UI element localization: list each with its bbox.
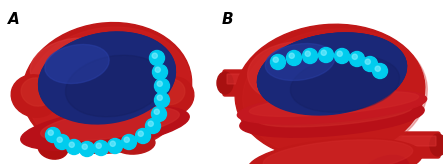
Circle shape xyxy=(145,119,160,133)
Circle shape xyxy=(319,48,334,62)
Circle shape xyxy=(365,59,370,64)
Circle shape xyxy=(305,51,311,56)
FancyBboxPatch shape xyxy=(227,74,303,84)
Circle shape xyxy=(136,129,151,144)
Ellipse shape xyxy=(297,72,313,94)
Ellipse shape xyxy=(45,44,109,83)
Circle shape xyxy=(149,51,164,65)
Ellipse shape xyxy=(45,44,109,83)
Circle shape xyxy=(48,130,53,135)
Circle shape xyxy=(157,81,163,86)
Ellipse shape xyxy=(235,24,425,160)
Circle shape xyxy=(152,64,167,80)
Ellipse shape xyxy=(41,107,179,141)
Ellipse shape xyxy=(257,33,407,115)
Ellipse shape xyxy=(22,23,192,154)
Circle shape xyxy=(46,127,61,143)
Ellipse shape xyxy=(248,138,422,164)
Ellipse shape xyxy=(39,32,175,124)
Ellipse shape xyxy=(243,29,427,159)
Ellipse shape xyxy=(240,99,424,137)
Circle shape xyxy=(289,53,295,58)
Ellipse shape xyxy=(362,134,378,156)
Circle shape xyxy=(79,142,94,156)
Ellipse shape xyxy=(291,56,400,112)
Circle shape xyxy=(121,134,136,150)
Ellipse shape xyxy=(11,75,59,117)
Ellipse shape xyxy=(152,77,194,115)
Text: B: B xyxy=(222,12,233,27)
Circle shape xyxy=(350,51,365,66)
Circle shape xyxy=(271,54,285,70)
Circle shape xyxy=(110,141,115,146)
FancyBboxPatch shape xyxy=(372,136,436,146)
Ellipse shape xyxy=(30,38,120,94)
Ellipse shape xyxy=(361,155,409,164)
Circle shape xyxy=(303,49,318,63)
Circle shape xyxy=(375,66,381,71)
Circle shape xyxy=(69,142,74,147)
Circle shape xyxy=(124,137,129,142)
Ellipse shape xyxy=(157,79,185,105)
Ellipse shape xyxy=(38,137,68,159)
Circle shape xyxy=(138,131,144,136)
Circle shape xyxy=(362,57,377,72)
Circle shape xyxy=(154,109,159,114)
Circle shape xyxy=(155,79,170,93)
Text: A: A xyxy=(8,12,20,27)
Circle shape xyxy=(82,144,87,149)
Ellipse shape xyxy=(21,106,189,150)
Circle shape xyxy=(321,50,326,55)
Ellipse shape xyxy=(21,78,53,106)
Circle shape xyxy=(155,67,160,72)
Ellipse shape xyxy=(217,72,233,94)
Ellipse shape xyxy=(430,134,443,156)
Ellipse shape xyxy=(237,90,427,124)
Ellipse shape xyxy=(265,43,335,81)
Circle shape xyxy=(337,51,342,56)
Circle shape xyxy=(66,140,82,154)
Circle shape xyxy=(152,106,167,122)
Ellipse shape xyxy=(66,55,164,117)
Circle shape xyxy=(152,53,157,58)
Circle shape xyxy=(352,54,358,59)
Circle shape xyxy=(54,134,70,150)
Ellipse shape xyxy=(258,101,412,127)
Ellipse shape xyxy=(257,33,407,115)
Ellipse shape xyxy=(66,55,164,117)
Circle shape xyxy=(157,95,163,100)
FancyBboxPatch shape xyxy=(368,132,440,158)
Ellipse shape xyxy=(291,56,400,112)
Ellipse shape xyxy=(257,33,407,115)
Ellipse shape xyxy=(27,27,191,153)
Circle shape xyxy=(57,137,62,142)
Circle shape xyxy=(96,143,101,148)
Ellipse shape xyxy=(265,43,335,81)
Ellipse shape xyxy=(249,92,419,116)
Ellipse shape xyxy=(248,42,342,102)
Circle shape xyxy=(273,57,278,62)
Ellipse shape xyxy=(291,56,400,112)
Ellipse shape xyxy=(265,43,335,81)
FancyBboxPatch shape xyxy=(223,70,307,96)
Circle shape xyxy=(287,51,302,65)
Circle shape xyxy=(93,141,109,155)
Circle shape xyxy=(373,63,388,79)
Circle shape xyxy=(155,92,170,107)
Ellipse shape xyxy=(115,134,155,154)
Ellipse shape xyxy=(39,32,175,124)
Circle shape xyxy=(108,139,123,154)
Circle shape xyxy=(334,49,350,63)
Ellipse shape xyxy=(263,140,413,164)
Circle shape xyxy=(148,121,153,126)
